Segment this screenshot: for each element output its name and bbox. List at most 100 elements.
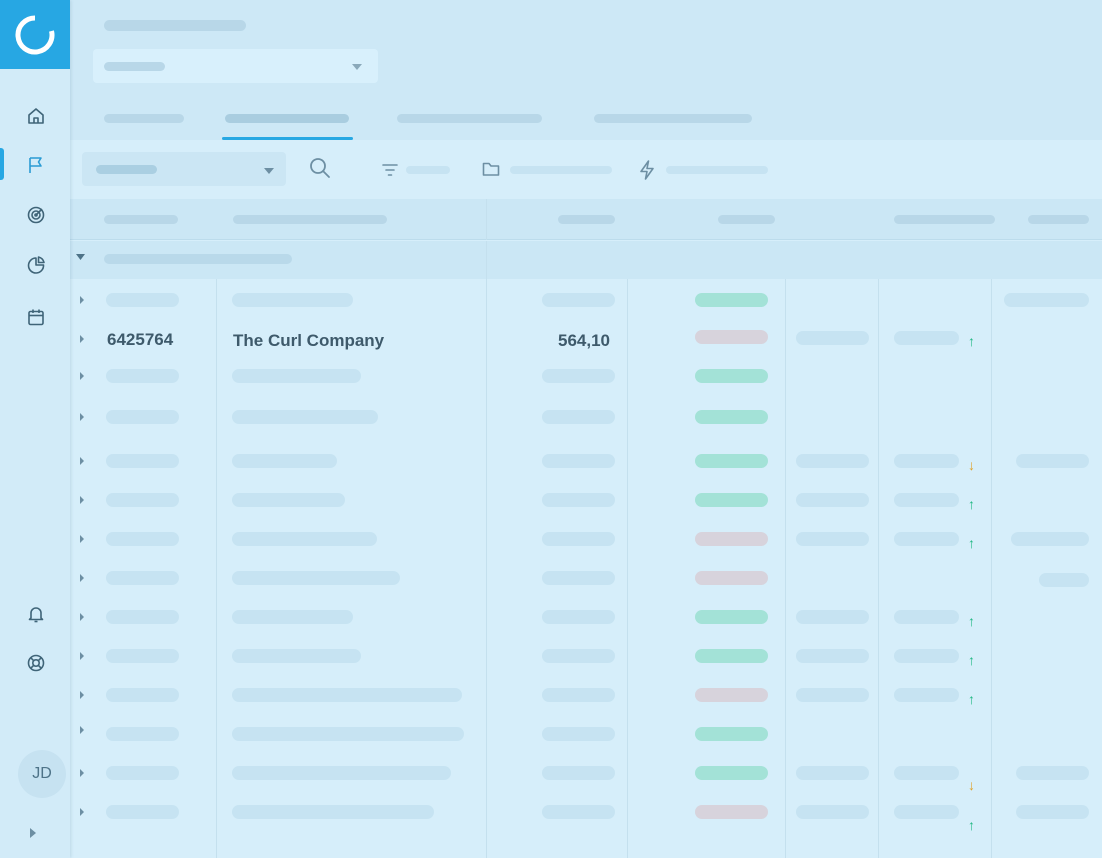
table-row[interactable]: ↑ bbox=[70, 676, 1102, 715]
cell-placeholder bbox=[106, 532, 179, 546]
nav-target[interactable] bbox=[22, 201, 50, 229]
cell-placeholder bbox=[1039, 573, 1089, 587]
sidebar-expand-button[interactable] bbox=[28, 826, 38, 844]
user-avatar[interactable]: JD bbox=[18, 750, 66, 798]
trend-up-icon: ↑ bbox=[968, 652, 975, 668]
table-row[interactable]: ↑ bbox=[70, 793, 1102, 832]
expand-row-icon[interactable] bbox=[80, 496, 84, 504]
cell-placeholder bbox=[1011, 532, 1089, 546]
cell-placeholder bbox=[106, 805, 179, 819]
filter-label-placeholder bbox=[406, 166, 450, 174]
nav-analytics[interactable] bbox=[22, 251, 50, 279]
table-row[interactable]: 6425764 The Curl Company 564,10 ↑ bbox=[70, 320, 1102, 359]
view-select[interactable] bbox=[82, 152, 286, 186]
cell-placeholder bbox=[1016, 805, 1089, 819]
table-row[interactable] bbox=[70, 398, 1102, 437]
expand-row-icon[interactable] bbox=[80, 574, 84, 582]
table-row[interactable]: ↑ bbox=[70, 637, 1102, 676]
table-row[interactable] bbox=[70, 281, 1102, 320]
expand-row-icon[interactable] bbox=[80, 613, 84, 621]
table-row[interactable] bbox=[70, 359, 1102, 398]
status-badge bbox=[695, 727, 768, 741]
tab-1[interactable] bbox=[104, 114, 184, 123]
workspace-select[interactable] bbox=[93, 49, 378, 83]
view-select-placeholder bbox=[96, 165, 157, 174]
cell-placeholder bbox=[232, 454, 337, 468]
cell-placeholder bbox=[232, 727, 464, 741]
table-header bbox=[70, 199, 1102, 240]
filter-button[interactable] bbox=[380, 160, 452, 180]
table-row[interactable]: ↑ bbox=[70, 481, 1102, 520]
column-header-5[interactable] bbox=[894, 215, 995, 224]
group-row[interactable] bbox=[70, 241, 1102, 279]
expand-row-icon[interactable] bbox=[80, 457, 84, 465]
cell-placeholder bbox=[106, 688, 179, 702]
column-divider bbox=[216, 279, 217, 858]
cell-placeholder bbox=[106, 649, 179, 663]
cell-placeholder bbox=[232, 649, 361, 663]
column-divider bbox=[785, 279, 786, 858]
column-header-4[interactable] bbox=[718, 215, 775, 224]
cell-placeholder bbox=[542, 293, 615, 307]
nav-help[interactable] bbox=[22, 649, 50, 677]
table-row[interactable]: ↓ bbox=[70, 442, 1102, 481]
cell-placeholder bbox=[894, 331, 959, 345]
nav-notifications[interactable] bbox=[22, 600, 50, 628]
column-header-1[interactable] bbox=[104, 215, 178, 224]
cell-placeholder bbox=[106, 493, 179, 507]
cell-placeholder bbox=[542, 805, 615, 819]
app-logo[interactable] bbox=[0, 0, 70, 69]
status-badge bbox=[695, 805, 768, 819]
table-row[interactable]: ↑ bbox=[70, 598, 1102, 637]
cell-placeholder bbox=[232, 610, 353, 624]
table-row[interactable]: ↑ bbox=[70, 520, 1102, 559]
column-divider bbox=[991, 279, 992, 858]
group-label-placeholder bbox=[104, 254, 292, 264]
nav-calendar[interactable] bbox=[22, 303, 50, 331]
expand-row-icon[interactable] bbox=[80, 726, 84, 734]
status-badge bbox=[695, 610, 768, 624]
tab-2-active[interactable] bbox=[225, 114, 349, 123]
column-header-2[interactable] bbox=[233, 215, 387, 224]
calendar-icon bbox=[28, 309, 44, 326]
cell-placeholder bbox=[894, 454, 959, 468]
filter-icon bbox=[382, 164, 398, 176]
expand-row-icon[interactable] bbox=[80, 769, 84, 777]
cell-placeholder bbox=[1016, 454, 1089, 468]
expand-row-icon[interactable] bbox=[80, 691, 84, 699]
column-header-6[interactable] bbox=[1028, 215, 1089, 224]
expand-row-icon[interactable] bbox=[80, 372, 84, 380]
expand-row-icon[interactable] bbox=[80, 652, 84, 660]
automation-button[interactable] bbox=[637, 159, 771, 181]
cell-placeholder bbox=[106, 293, 179, 307]
status-badge bbox=[695, 493, 768, 507]
cell-placeholder bbox=[1004, 293, 1089, 307]
tab-4[interactable] bbox=[594, 114, 752, 123]
column-header-3[interactable] bbox=[558, 215, 615, 224]
cell-placeholder bbox=[796, 766, 869, 780]
expand-row-icon[interactable] bbox=[80, 808, 84, 816]
expand-row-icon[interactable] bbox=[80, 413, 84, 421]
tab-3[interactable] bbox=[397, 114, 542, 123]
cell-placeholder bbox=[106, 610, 179, 624]
cell-placeholder bbox=[232, 805, 434, 819]
column-divider bbox=[486, 199, 487, 240]
cell-placeholder bbox=[542, 454, 615, 468]
column-divider bbox=[486, 241, 487, 279]
cell-placeholder bbox=[232, 369, 361, 383]
table-row[interactable] bbox=[70, 559, 1102, 598]
table-row[interactable] bbox=[70, 715, 1102, 754]
nav-flag[interactable] bbox=[22, 151, 50, 179]
table-row[interactable]: ↓ bbox=[70, 754, 1102, 793]
cell-placeholder bbox=[796, 532, 869, 546]
trend-down-icon: ↓ bbox=[968, 777, 975, 793]
folder-button[interactable] bbox=[481, 159, 615, 181]
target-icon bbox=[27, 206, 45, 224]
expand-row-icon[interactable] bbox=[80, 535, 84, 543]
expand-row-icon[interactable] bbox=[80, 296, 84, 304]
row-company-name[interactable]: The Curl Company bbox=[233, 331, 385, 350]
expand-row-icon[interactable] bbox=[80, 335, 84, 343]
status-badge bbox=[695, 688, 768, 702]
search-button[interactable] bbox=[308, 156, 332, 185]
nav-home[interactable] bbox=[22, 102, 50, 130]
